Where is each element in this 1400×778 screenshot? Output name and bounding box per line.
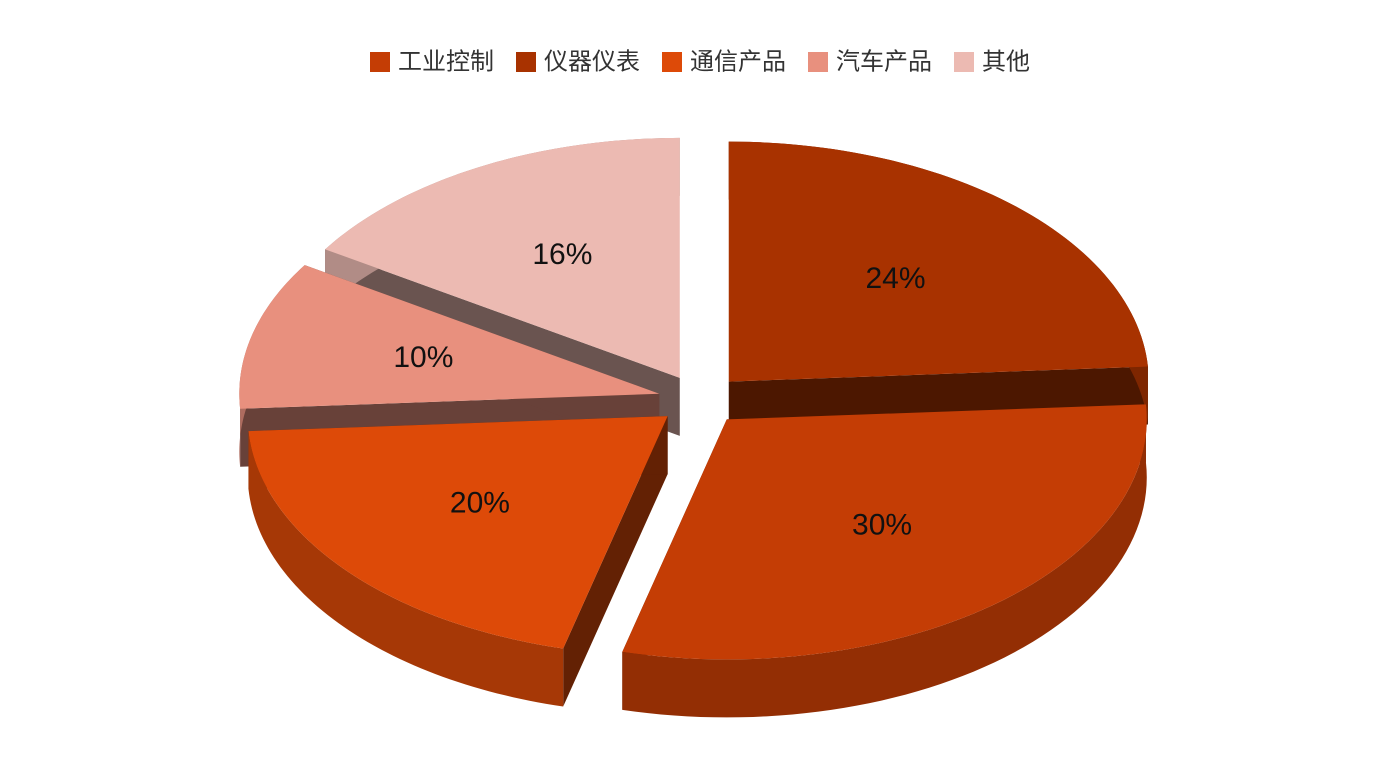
legend-swatch xyxy=(370,52,390,72)
data-label: 30% xyxy=(852,509,912,542)
legend-swatch xyxy=(808,52,828,72)
legend-label: 仪器仪表 xyxy=(544,48,640,75)
legend-label: 工业控制 xyxy=(398,48,494,75)
legend-swatch xyxy=(516,52,536,72)
data-label: 24% xyxy=(865,262,925,295)
pie-slice xyxy=(622,404,1147,660)
slice-wall xyxy=(622,404,1147,718)
legend-swatch xyxy=(954,52,974,72)
pie-slice xyxy=(728,141,1148,382)
legend-label: 汽车产品 xyxy=(836,48,932,75)
legend-swatch xyxy=(662,52,682,72)
legend-label: 通信产品 xyxy=(690,48,786,75)
slice-side xyxy=(563,416,668,707)
legend: 工业控制 仪器仪表 通信产品 汽车产品 其他 xyxy=(370,48,1030,75)
data-label: 10% xyxy=(393,341,453,374)
slice-wall xyxy=(248,431,564,707)
legend-label: 其他 xyxy=(982,48,1030,75)
pie-slice xyxy=(248,416,668,649)
data-label: 20% xyxy=(450,487,510,520)
data-label: 16% xyxy=(532,238,592,271)
pie-slice xyxy=(325,137,680,378)
pie-slice xyxy=(239,265,660,409)
